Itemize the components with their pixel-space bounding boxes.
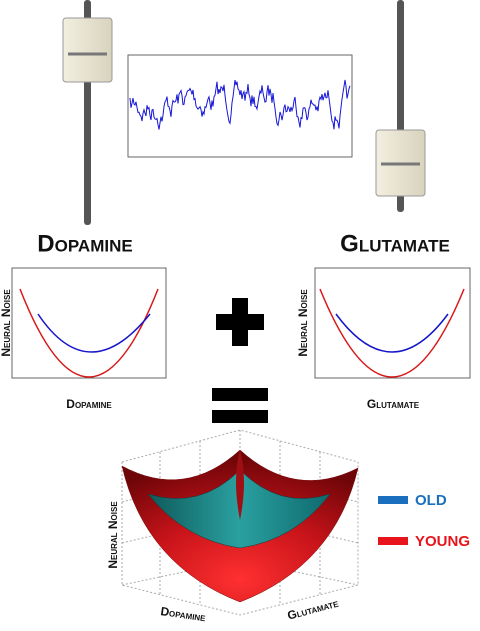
y-label: Glutamate: [286, 596, 341, 623]
panel-title: Dopamine: [37, 230, 132, 257]
young-curve: [19, 288, 159, 378]
old-curve: [37, 313, 151, 353]
x-label: Dopamine: [160, 604, 208, 624]
y-label: Neural Noise: [0, 289, 13, 357]
slider-left: [62, 0, 113, 225]
x-label: Dopamine: [66, 397, 112, 411]
y-label: Neural Noise: [296, 289, 310, 357]
legend-swatch: [378, 496, 408, 504]
z-label: Neural Noise: [106, 501, 120, 569]
x-label: Glutamate: [367, 397, 420, 411]
noise-box: [127, 54, 353, 158]
plot-box: [314, 267, 471, 379]
equals-sign: [212, 388, 268, 401]
noise-trace: [129, 79, 351, 130]
young-surface-ridge: [236, 450, 244, 520]
plot-box: [11, 267, 167, 379]
equals-sign: [212, 410, 268, 423]
legend-label: OLD: [415, 492, 447, 509]
slider-right: [375, 0, 426, 212]
panel-title: Glutamate: [340, 230, 450, 257]
plus-sign: [216, 298, 264, 346]
old-curve: [335, 313, 449, 353]
legend-label: YOUNG: [415, 533, 470, 550]
legend-swatch: [378, 537, 408, 545]
young-curve: [319, 288, 465, 378]
